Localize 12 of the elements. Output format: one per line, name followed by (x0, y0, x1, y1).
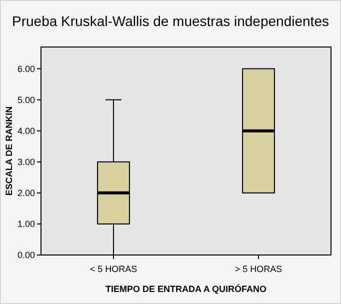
y-tick-label: 5.00 (17, 94, 35, 105)
x-tick-label: < 5 HORAS (90, 264, 138, 274)
x-axis-title: TIEMPO DE ENTRADA A QUIRÓFANO (105, 284, 267, 294)
x-tick-label: > 5 HORAS (234, 264, 282, 274)
y-tick-label: 2.00 (17, 188, 35, 198)
chart-title: Prueba Kruskal-Wallis de muestras independientes (12, 13, 329, 29)
y-tick-label: 0.00 (17, 250, 35, 260)
y-tick-label: 6.00 (17, 64, 35, 74)
y-tick-label: 3.00 (17, 157, 35, 168)
y-tick-label: 4.00 (17, 126, 35, 136)
y-axis-title: ESCALA DE RANKIN (4, 106, 14, 196)
y-tick-label: 1.00 (17, 219, 35, 230)
